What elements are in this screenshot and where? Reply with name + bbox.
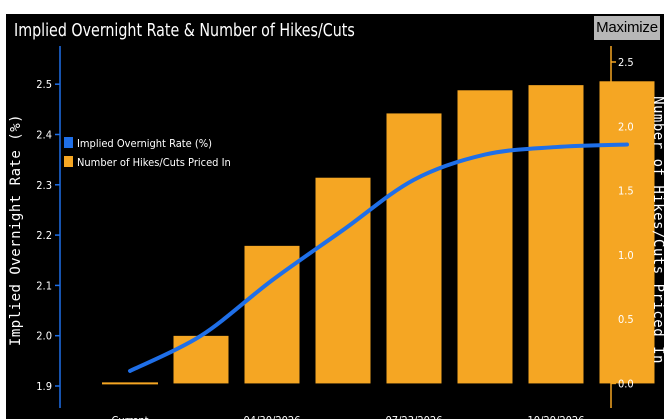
legend-label-bar: Number of Hikes/Cuts Priced In — [77, 156, 231, 169]
y-tick-right-2: 1.0 — [618, 249, 634, 262]
y-tick-right-0: 0.0 — [618, 377, 634, 390]
axes: 1.9 2.0 2.1 2.2 2.3 2.4 2.5 0.0 0.5 1.0 1.5 2.0 2.5 C… — [36, 46, 634, 419]
y-tick-right-5: 2.5 — [618, 56, 634, 69]
y-axis-label-left: Implied Overnight Rate (%) — [8, 114, 24, 346]
y-tick-left-2: 2.1 — [36, 279, 52, 292]
y-tick-left-6: 2.5 — [36, 78, 52, 91]
y-tick-left-1: 2.0 — [36, 330, 52, 343]
legend-label-line: Implied Overnight Rate (%) — [77, 137, 212, 150]
y-tick-right-3: 1.5 — [618, 185, 634, 198]
y-tick-right-1: 0.5 — [618, 313, 634, 326]
bar-4 — [386, 113, 442, 384]
bar-5 — [457, 90, 513, 384]
line-series — [128, 142, 629, 373]
y-tick-left-4: 2.3 — [36, 179, 52, 192]
chart-svg: 1.9 2.0 2.1 2.2 2.3 2.4 2.5 0.0 0.5 1.0 1.5 2.0 2.5 C… — [8, 46, 664, 419]
y-tick-right-4: 2.0 — [618, 120, 634, 133]
bar-1 — [173, 335, 229, 384]
x-tick-3: 10/29/2026 — [527, 414, 584, 419]
bar-series — [102, 81, 655, 385]
y-axis-label-right: Number of Hikes/Cuts Priced In — [650, 96, 664, 364]
y-tick-left-3: 2.2 — [36, 229, 52, 242]
bar-7 — [599, 81, 655, 384]
y-tick-left-0: 1.9 — [36, 380, 52, 393]
bar-3 — [315, 177, 371, 384]
rate-line — [128, 142, 629, 373]
legend: Implied Overnight Rate (%) Number of Hike… — [64, 137, 231, 169]
chart-title: Implied Overnight Rate & Number of Hikes… — [14, 20, 355, 41]
legend-swatch-bar — [64, 156, 73, 167]
maximize-button[interactable]: Maximize — [594, 16, 660, 40]
chart-panel: Implied Overnight Rate & Number of Hikes… — [6, 14, 664, 419]
bar-6 — [528, 85, 584, 384]
y-tick-left-5: 2.4 — [36, 128, 52, 141]
legend-swatch-line — [64, 137, 73, 148]
x-tick-0: Current — [111, 414, 148, 419]
x-tick-1: 04/30/2026 — [243, 414, 300, 419]
x-tick-2: 07/23/2026 — [385, 414, 442, 419]
